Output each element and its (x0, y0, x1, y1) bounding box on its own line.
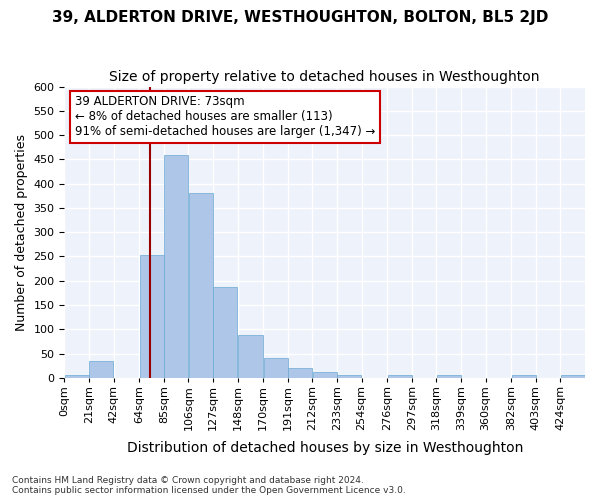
Title: Size of property relative to detached houses in Westhoughton: Size of property relative to detached ho… (109, 70, 540, 84)
Y-axis label: Number of detached properties: Number of detached properties (15, 134, 28, 330)
Bar (288, 368, 312, 378)
Bar (512, 376, 536, 378)
Text: Contains HM Land Registry data © Crown copyright and database right 2024.
Contai: Contains HM Land Registry data © Crown c… (12, 476, 406, 495)
Text: 39, ALDERTON DRIVE, WESTHOUGHTON, BOLTON, BL5 2JD: 39, ALDERTON DRIVE, WESTHOUGHTON, BOLTON… (52, 10, 548, 25)
Bar (263, 358, 287, 378)
Bar (140, 255, 164, 378)
Bar (437, 376, 461, 378)
Bar (89, 361, 113, 378)
Bar (65, 376, 89, 378)
Bar (238, 335, 263, 378)
Bar (337, 375, 361, 378)
Bar (388, 375, 412, 378)
Bar (313, 372, 337, 378)
X-axis label: Distribution of detached houses by size in Westhoughton: Distribution of detached houses by size … (127, 441, 523, 455)
Text: 39 ALDERTON DRIVE: 73sqm
← 8% of detached houses are smaller (113)
91% of semi-d: 39 ALDERTON DRIVE: 73sqm ← 8% of detache… (75, 96, 375, 138)
Bar (213, 286, 237, 378)
Bar (561, 376, 585, 378)
Bar (189, 194, 212, 378)
Bar (164, 154, 188, 378)
